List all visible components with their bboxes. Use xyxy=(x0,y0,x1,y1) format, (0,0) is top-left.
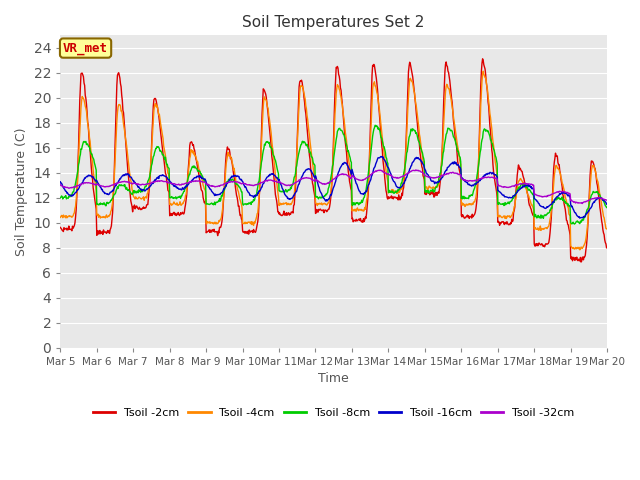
Legend: Tsoil -2cm, Tsoil -4cm, Tsoil -8cm, Tsoil -16cm, Tsoil -32cm: Tsoil -2cm, Tsoil -4cm, Tsoil -8cm, Tsoi… xyxy=(88,403,579,422)
Title: Soil Temperatures Set 2: Soil Temperatures Set 2 xyxy=(243,15,425,30)
Y-axis label: Soil Temperature (C): Soil Temperature (C) xyxy=(15,127,28,256)
X-axis label: Time: Time xyxy=(318,372,349,385)
Text: VR_met: VR_met xyxy=(63,42,108,55)
